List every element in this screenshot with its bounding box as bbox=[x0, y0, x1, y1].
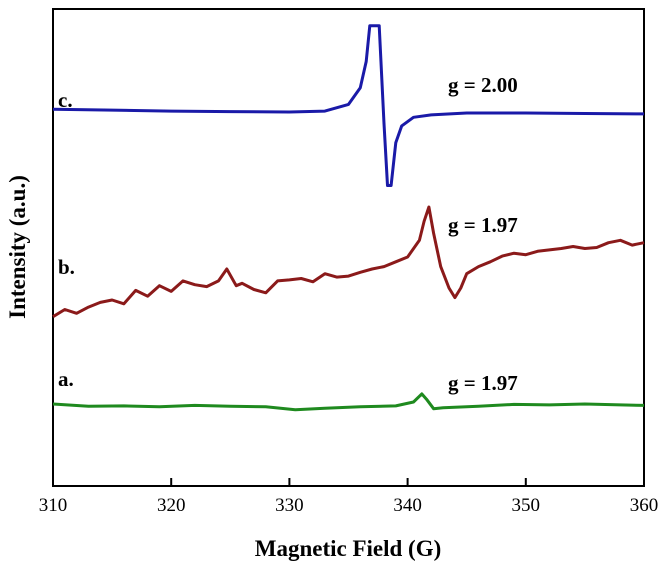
g-value-annotation-b: g = 1.97 bbox=[448, 213, 518, 237]
series-line-c bbox=[52, 24, 645, 187]
x-tick-label: 350 bbox=[512, 495, 541, 516]
series-line-b bbox=[52, 205, 645, 318]
series-label-c: c. bbox=[58, 88, 73, 112]
series-label-a: a. bbox=[58, 367, 74, 391]
plot-frame bbox=[52, 8, 645, 487]
g-value-annotation-c: g = 2.00 bbox=[448, 73, 518, 97]
x-tick-label: 340 bbox=[393, 495, 422, 516]
x-axis-title: Magnetic Field (G) bbox=[255, 536, 442, 561]
x-tick-label: 360 bbox=[630, 495, 659, 516]
series-line-a bbox=[52, 392, 645, 412]
x-tick-label: 330 bbox=[275, 495, 304, 516]
x-tick-label: 310 bbox=[39, 495, 68, 516]
series-label-b: b. bbox=[58, 255, 75, 279]
y-axis-title: Intensity (a.u.) bbox=[5, 175, 30, 319]
x-ticks: 310 320 330 340 350 360 bbox=[39, 478, 659, 516]
labels-layer: a. g = 1.97 b. g = 1.97 c. g = 2.00 bbox=[58, 73, 518, 395]
series-layer bbox=[52, 24, 645, 412]
g-value-annotation-a: g = 1.97 bbox=[448, 371, 518, 395]
x-tick-label: 320 bbox=[157, 495, 186, 516]
